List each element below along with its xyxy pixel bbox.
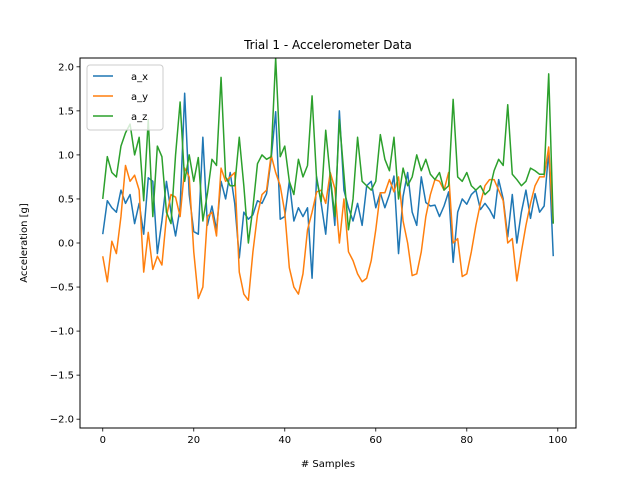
y-tick-label: −1.0 xyxy=(50,327,74,338)
chart-title: Trial 1 - Accelerometer Data xyxy=(243,38,412,52)
x-axis-label: # Samples xyxy=(301,459,355,470)
series-line-a-z xyxy=(102,58,554,244)
x-tick-label: 80 xyxy=(460,435,473,446)
legend-label-a-x: a_x xyxy=(131,72,148,83)
x-tick-label: 60 xyxy=(369,435,382,446)
x-tick-label: 100 xyxy=(548,435,567,446)
legend-box xyxy=(86,64,164,131)
legend-label-a-y: a_y xyxy=(131,92,148,103)
series-layer xyxy=(102,58,554,302)
legend-label-a-z: a_z xyxy=(131,112,147,123)
x-tick-label: 20 xyxy=(187,435,200,446)
y-axis: −2.0 −1.5 −1.0 −0.5 0.0 0.5 1.0 1.5 2.0 xyxy=(50,62,80,426)
y-tick-label: −2.0 xyxy=(50,415,74,426)
series-line-a-x xyxy=(102,92,554,279)
x-axis: 0 20 40 60 80 100 xyxy=(100,428,567,446)
y-tick-label: 1.0 xyxy=(58,150,74,161)
x-tick-label: 0 xyxy=(100,435,106,446)
y-tick-label: 0.5 xyxy=(58,194,74,205)
y-tick-label: −0.5 xyxy=(50,283,74,294)
y-tick-label: 1.5 xyxy=(58,106,74,117)
y-tick-label: 0.0 xyxy=(58,239,74,250)
y-axis-label: Acceleration [g] xyxy=(19,203,30,283)
y-tick-label: −1.5 xyxy=(50,371,74,382)
x-tick-label: 40 xyxy=(278,435,291,446)
y-tick-label: 2.0 xyxy=(58,62,74,73)
series-line-a-y xyxy=(102,146,554,302)
legend: a_x a_y a_z xyxy=(86,64,164,131)
